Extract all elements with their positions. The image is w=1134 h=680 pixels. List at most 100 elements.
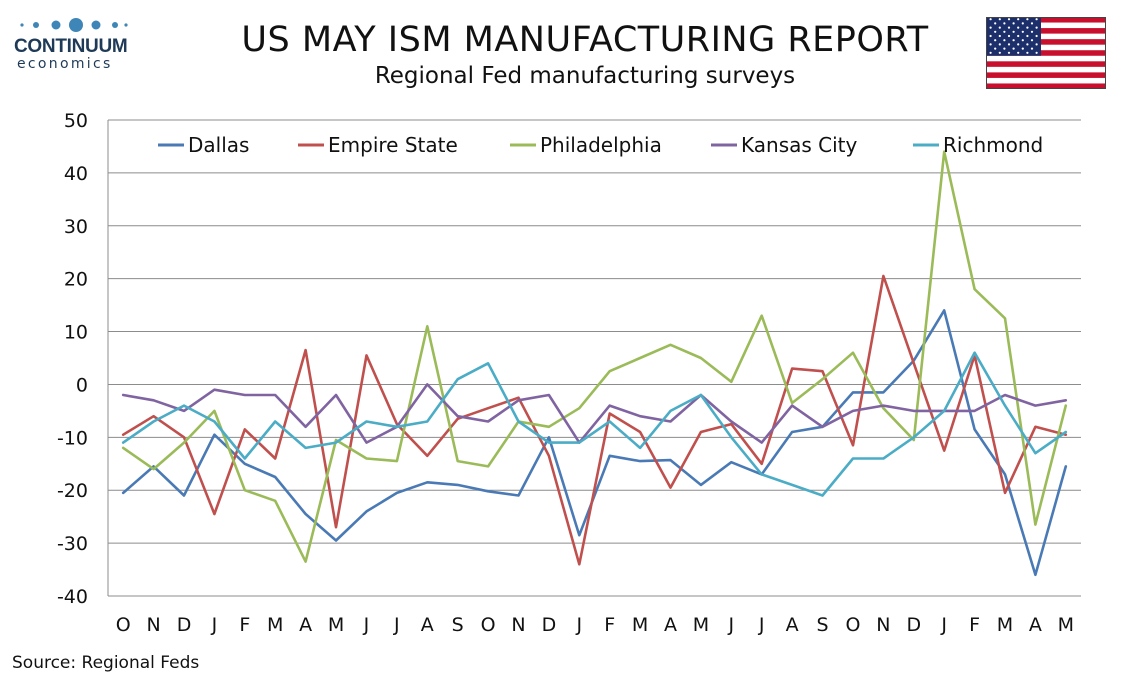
data-point bbox=[882, 457, 885, 460]
data-point bbox=[821, 370, 824, 373]
flag-star bbox=[1003, 30, 1006, 33]
data-point bbox=[213, 388, 216, 391]
chart-title: US MAY ISM MANUFACTURING REPORT bbox=[241, 20, 929, 60]
flag-star bbox=[1026, 51, 1029, 54]
data-point bbox=[943, 410, 945, 412]
data-point bbox=[244, 394, 246, 396]
data-point bbox=[791, 404, 793, 407]
data-point bbox=[304, 513, 307, 515]
data-point bbox=[548, 436, 550, 439]
source-note: Source: Regional Feds bbox=[12, 653, 200, 673]
data-point bbox=[913, 362, 915, 365]
data-point bbox=[730, 461, 733, 464]
data-point bbox=[487, 465, 489, 468]
x-tick-label: M bbox=[328, 614, 344, 636]
logo-dots-icon bbox=[20, 18, 128, 32]
data-point bbox=[244, 457, 246, 460]
x-tick-label: O bbox=[116, 614, 131, 636]
data-point bbox=[426, 420, 429, 423]
data-point bbox=[517, 399, 520, 402]
data-point bbox=[608, 420, 611, 423]
data-point bbox=[304, 349, 307, 351]
data-point bbox=[852, 457, 854, 460]
y-tick-label: 0 bbox=[76, 374, 88, 396]
flag-star bbox=[1003, 22, 1006, 25]
flag-star bbox=[1017, 43, 1020, 46]
data-point bbox=[760, 473, 763, 476]
data-point bbox=[1004, 404, 1006, 407]
data-point bbox=[517, 494, 520, 497]
flag-star bbox=[989, 18, 992, 21]
data-point bbox=[548, 394, 550, 396]
x-tick-label: J bbox=[363, 614, 370, 636]
flag-star bbox=[1021, 22, 1024, 25]
data-point bbox=[274, 500, 277, 502]
data-point bbox=[548, 455, 550, 457]
data-point bbox=[852, 351, 854, 354]
data-point bbox=[213, 433, 216, 436]
flag-star bbox=[1026, 43, 1029, 46]
x-tick-label: A bbox=[664, 614, 677, 636]
legend: Dallas Empire State Philadelphia Kansas Cit… bbox=[158, 133, 1043, 157]
data-point bbox=[456, 484, 459, 486]
flag-star bbox=[1021, 30, 1024, 33]
y-tick-label: -10 bbox=[57, 427, 88, 449]
data-point bbox=[943, 449, 945, 452]
flag-star bbox=[1021, 47, 1024, 50]
x-tick-label: J bbox=[758, 614, 765, 636]
data-point bbox=[122, 433, 124, 436]
legend-label: Philadelphia bbox=[540, 133, 662, 157]
x-tick-label: F bbox=[969, 614, 980, 636]
y-tick-label: 40 bbox=[64, 163, 88, 185]
data-point bbox=[973, 351, 976, 354]
x-tick-label: J bbox=[940, 614, 947, 636]
flag-star bbox=[998, 51, 1001, 54]
data-point bbox=[852, 391, 854, 394]
flag-star bbox=[998, 43, 1001, 46]
data-point bbox=[487, 420, 489, 423]
data-point bbox=[213, 420, 216, 423]
data-point bbox=[1004, 394, 1006, 396]
data-point bbox=[608, 370, 611, 373]
x-tick-label: O bbox=[845, 614, 860, 636]
x-tick-label: A bbox=[786, 614, 799, 636]
continuum-logo: CONTINUUM economics bbox=[14, 14, 134, 74]
data-point bbox=[183, 404, 185, 407]
x-tick-label: D bbox=[906, 614, 921, 636]
legend-item: Empire State bbox=[298, 133, 458, 157]
data-point bbox=[578, 407, 581, 410]
data-point bbox=[730, 423, 733, 425]
data-point bbox=[365, 457, 368, 460]
x-tick-label: J bbox=[393, 614, 400, 636]
data-point bbox=[122, 447, 124, 449]
data-point bbox=[396, 492, 398, 494]
data-point bbox=[183, 441, 185, 444]
x-tick-label: A bbox=[421, 614, 434, 636]
data-point bbox=[122, 394, 124, 396]
x-tick-label: M bbox=[632, 614, 648, 636]
data-point bbox=[213, 410, 216, 412]
data-point bbox=[1034, 523, 1037, 526]
x-tick-label: S bbox=[452, 614, 464, 636]
series-line bbox=[121, 274, 1068, 566]
series-line bbox=[121, 150, 1068, 563]
data-point bbox=[1034, 426, 1037, 428]
data-point bbox=[274, 457, 277, 460]
data-point bbox=[396, 426, 398, 428]
grid-lines bbox=[108, 119, 1081, 597]
data-point bbox=[1065, 465, 1067, 468]
data-point bbox=[821, 426, 824, 428]
data-point bbox=[304, 426, 307, 428]
data-point bbox=[669, 410, 672, 412]
x-tick-label: J bbox=[728, 614, 735, 636]
data-point bbox=[791, 367, 793, 370]
y-tick-label: 50 bbox=[64, 110, 88, 132]
data-point bbox=[244, 489, 246, 492]
flag-star bbox=[1030, 30, 1034, 33]
data-point bbox=[639, 357, 641, 359]
data-point bbox=[1034, 452, 1037, 455]
flag-star bbox=[994, 39, 997, 42]
series-richmond bbox=[121, 351, 1068, 497]
y-tick-label: 30 bbox=[64, 216, 88, 238]
x-tick-label: A bbox=[299, 614, 312, 636]
